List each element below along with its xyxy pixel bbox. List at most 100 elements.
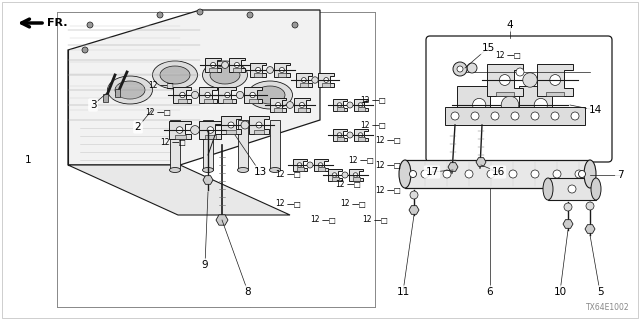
Polygon shape <box>218 87 236 103</box>
Bar <box>170 120 180 170</box>
Bar <box>270 120 280 170</box>
Bar <box>103 94 108 102</box>
Circle shape <box>564 203 572 211</box>
Bar <box>322 83 330 87</box>
Text: —□: —□ <box>352 199 367 209</box>
Circle shape <box>457 66 463 72</box>
Ellipse shape <box>269 167 280 172</box>
FancyBboxPatch shape <box>426 36 612 162</box>
Circle shape <box>307 162 313 168</box>
Polygon shape <box>333 129 346 141</box>
Ellipse shape <box>584 160 596 188</box>
Polygon shape <box>353 99 367 111</box>
Text: —□: —□ <box>387 186 402 195</box>
Text: 12: 12 <box>145 108 155 116</box>
Text: —□: —□ <box>507 51 522 60</box>
Bar <box>405 160 590 188</box>
Polygon shape <box>314 159 328 171</box>
Ellipse shape <box>115 81 145 99</box>
Ellipse shape <box>152 61 198 89</box>
Circle shape <box>471 112 479 120</box>
Bar <box>530 120 552 124</box>
Polygon shape <box>221 116 241 134</box>
Bar <box>248 99 258 103</box>
Circle shape <box>337 103 342 107</box>
Text: 12: 12 <box>335 180 345 188</box>
Circle shape <box>191 92 198 99</box>
Text: 12: 12 <box>148 81 158 90</box>
Text: 10: 10 <box>554 287 566 297</box>
Text: 12: 12 <box>349 156 358 164</box>
Circle shape <box>225 92 230 98</box>
Polygon shape <box>448 163 458 171</box>
Bar <box>332 177 339 181</box>
Polygon shape <box>249 116 269 134</box>
Ellipse shape <box>255 86 285 104</box>
Circle shape <box>586 202 594 210</box>
Circle shape <box>247 12 253 18</box>
Circle shape <box>453 62 467 76</box>
Circle shape <box>297 163 301 167</box>
Text: 8: 8 <box>244 287 252 297</box>
Bar <box>204 99 212 103</box>
Polygon shape <box>519 86 563 124</box>
Bar <box>175 135 186 139</box>
Circle shape <box>87 22 93 28</box>
Bar <box>353 177 360 181</box>
Circle shape <box>516 68 524 76</box>
Bar <box>205 135 216 139</box>
Polygon shape <box>68 10 320 165</box>
Polygon shape <box>270 98 286 112</box>
Text: —□: —□ <box>372 95 387 105</box>
Circle shape <box>410 171 417 178</box>
Text: 13: 13 <box>253 167 267 177</box>
Circle shape <box>421 170 429 178</box>
Polygon shape <box>487 64 523 96</box>
Ellipse shape <box>108 76 152 104</box>
Circle shape <box>267 67 273 73</box>
Polygon shape <box>229 58 245 72</box>
Polygon shape <box>198 87 216 103</box>
Bar <box>298 108 306 112</box>
Text: 5: 5 <box>596 287 604 297</box>
Circle shape <box>276 102 281 108</box>
Ellipse shape <box>399 160 411 188</box>
Circle shape <box>279 68 284 73</box>
Polygon shape <box>292 159 307 171</box>
Ellipse shape <box>248 81 292 109</box>
Bar <box>358 137 365 141</box>
Circle shape <box>509 170 517 178</box>
Polygon shape <box>274 63 290 77</box>
Text: 3: 3 <box>90 100 96 110</box>
Circle shape <box>157 12 163 18</box>
Text: 6: 6 <box>486 287 493 297</box>
Circle shape <box>300 102 305 108</box>
Circle shape <box>579 171 586 178</box>
Text: 12: 12 <box>376 135 385 145</box>
Circle shape <box>499 75 510 85</box>
Ellipse shape <box>237 167 248 172</box>
Polygon shape <box>328 169 342 181</box>
Text: 12: 12 <box>362 215 372 225</box>
Polygon shape <box>205 58 221 72</box>
Text: 12: 12 <box>360 95 370 105</box>
Polygon shape <box>585 225 595 233</box>
Text: 2: 2 <box>134 122 141 132</box>
Circle shape <box>287 102 293 108</box>
Bar <box>300 83 308 87</box>
Circle shape <box>318 163 323 167</box>
Circle shape <box>531 112 539 120</box>
Circle shape <box>292 22 298 28</box>
Circle shape <box>180 92 185 98</box>
Text: TX64E1002: TX64E1002 <box>586 303 630 312</box>
Circle shape <box>551 112 559 120</box>
Circle shape <box>451 112 459 120</box>
Polygon shape <box>457 86 501 124</box>
Circle shape <box>347 132 353 138</box>
Text: 14: 14 <box>588 105 602 115</box>
Text: —□: —□ <box>372 121 387 130</box>
Polygon shape <box>349 169 362 181</box>
Circle shape <box>324 78 328 83</box>
Bar <box>548 178 596 200</box>
Text: 12: 12 <box>360 121 370 130</box>
